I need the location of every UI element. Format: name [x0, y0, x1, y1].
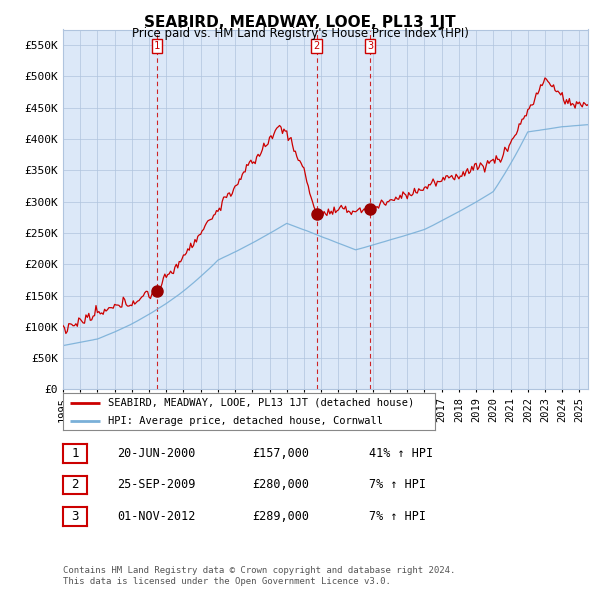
- Text: 25-SEP-2009: 25-SEP-2009: [117, 478, 196, 491]
- Text: 1: 1: [71, 447, 79, 460]
- Text: 3: 3: [71, 510, 79, 523]
- Text: 2: 2: [313, 41, 320, 51]
- Text: HPI: Average price, detached house, Cornwall: HPI: Average price, detached house, Corn…: [107, 417, 383, 427]
- Text: 3: 3: [367, 41, 373, 51]
- Text: 2: 2: [71, 478, 79, 491]
- Text: 01-NOV-2012: 01-NOV-2012: [117, 510, 196, 523]
- Text: £280,000: £280,000: [252, 478, 309, 491]
- Text: 41% ↑ HPI: 41% ↑ HPI: [369, 447, 433, 460]
- Text: £289,000: £289,000: [252, 510, 309, 523]
- Text: 20-JUN-2000: 20-JUN-2000: [117, 447, 196, 460]
- Text: 7% ↑ HPI: 7% ↑ HPI: [369, 510, 426, 523]
- Text: SEABIRD, MEADWAY, LOOE, PL13 1JT: SEABIRD, MEADWAY, LOOE, PL13 1JT: [144, 15, 456, 30]
- Text: 7% ↑ HPI: 7% ↑ HPI: [369, 478, 426, 491]
- Text: SEABIRD, MEADWAY, LOOE, PL13 1JT (detached house): SEABIRD, MEADWAY, LOOE, PL13 1JT (detach…: [107, 398, 414, 408]
- Text: £157,000: £157,000: [252, 447, 309, 460]
- Text: 1: 1: [154, 41, 160, 51]
- Text: Price paid vs. HM Land Registry's House Price Index (HPI): Price paid vs. HM Land Registry's House …: [131, 27, 469, 40]
- Text: Contains HM Land Registry data © Crown copyright and database right 2024.
This d: Contains HM Land Registry data © Crown c…: [63, 566, 455, 586]
